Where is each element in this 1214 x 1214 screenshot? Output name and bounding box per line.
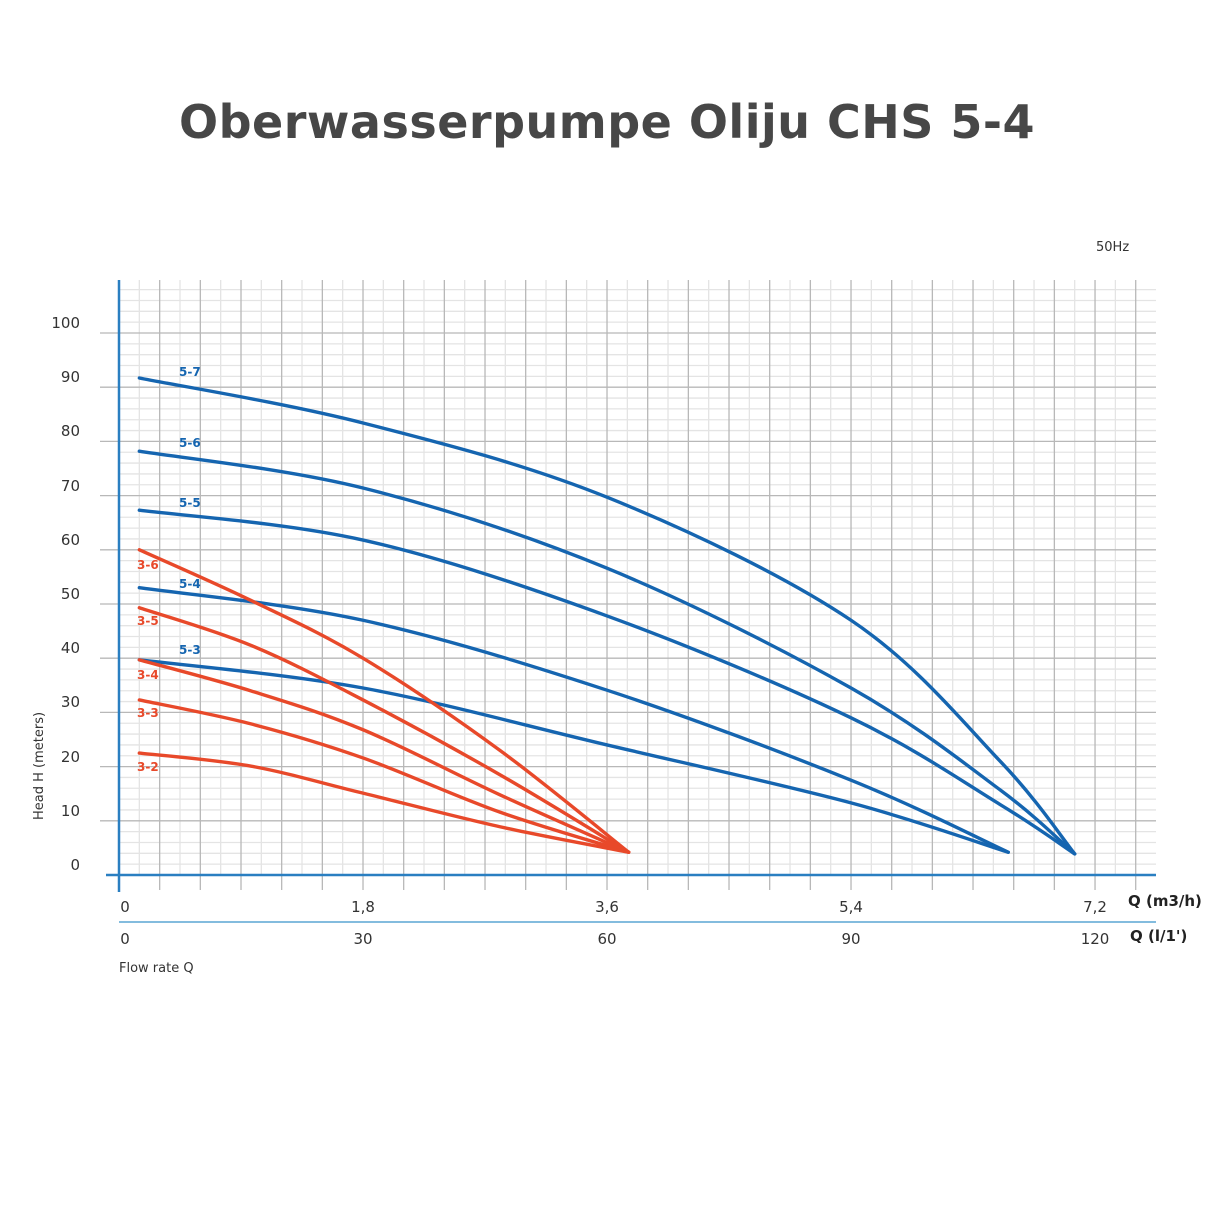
grid-minor xyxy=(119,280,1156,875)
curve-label-3-2: 3-2 xyxy=(137,760,159,774)
curve-label-5-7: 5-7 xyxy=(179,365,201,379)
x-tick-label-lmin: 30 xyxy=(353,930,373,948)
y-tick-label: 30 xyxy=(60,693,80,712)
x-tick-label-lmin: 90 xyxy=(841,930,861,948)
frequency-label: 50Hz xyxy=(1096,240,1130,255)
x-axis-unit-m3h: Q (m3/h) xyxy=(1128,892,1202,910)
x-axis-unit-lmin: Q (l/1') xyxy=(1130,927,1188,945)
curve-3-2 xyxy=(137,751,631,854)
y-tick-label: 70 xyxy=(60,476,80,495)
curve-label-5-4: 5-4 xyxy=(179,577,201,591)
x-tick-label-lmin: 60 xyxy=(597,930,617,948)
y-tick-label: 40 xyxy=(60,639,80,658)
y-tick-label: 20 xyxy=(60,747,80,766)
x-tick-label-m3h: 5,4 xyxy=(839,898,863,916)
curve-3-4 xyxy=(137,658,631,854)
curve-5-5 xyxy=(137,508,1077,856)
curve-label-5-6: 5-6 xyxy=(179,436,201,450)
curve-5-3 xyxy=(137,658,1010,854)
performance-curves xyxy=(137,376,1077,856)
curve-label-5-5: 5-5 xyxy=(179,496,201,510)
curve-5-7 xyxy=(137,376,1077,856)
x-tick-label-m3h: 3,6 xyxy=(595,898,619,916)
curve-label-5-3: 5-3 xyxy=(179,643,201,657)
y-tick-label: 80 xyxy=(60,422,80,441)
y-tick-label: 100 xyxy=(51,314,80,332)
curve-5-4 xyxy=(137,586,1010,854)
curve-3-5 xyxy=(137,606,631,854)
x-tick-label-m3h: 7,2 xyxy=(1083,898,1107,916)
curve-label-3-4: 3-4 xyxy=(137,668,159,682)
y-tick-label: 0 xyxy=(70,856,80,874)
y-axis-label: Head H (meters) xyxy=(32,711,47,820)
curve-label-3-5: 3-5 xyxy=(137,614,159,628)
curve-5-6 xyxy=(137,449,1077,856)
curve-3-3 xyxy=(137,698,631,854)
y-tick-label: 10 xyxy=(60,801,80,820)
flow-rate-label: Flow rate Q xyxy=(119,961,194,976)
x-tick-label-lmin: 120 xyxy=(1080,930,1110,948)
x-tick-label-lmin: 0 xyxy=(120,930,130,948)
y-tick-label: 90 xyxy=(60,368,80,387)
x-tick-label-m3h: 0 xyxy=(120,898,130,916)
y-tick-label: 60 xyxy=(60,530,80,549)
curve-label-3-3: 3-3 xyxy=(137,706,159,720)
curve-label-3-6: 3-6 xyxy=(137,558,159,572)
axes xyxy=(106,280,1156,923)
curve-3-6 xyxy=(137,548,631,854)
x-tick-label-m3h: 1,8 xyxy=(351,898,375,916)
chart-title: Oberwasserpumpe Oliju CHS 5-4 xyxy=(178,95,1036,149)
y-tick-label: 50 xyxy=(60,585,80,603)
